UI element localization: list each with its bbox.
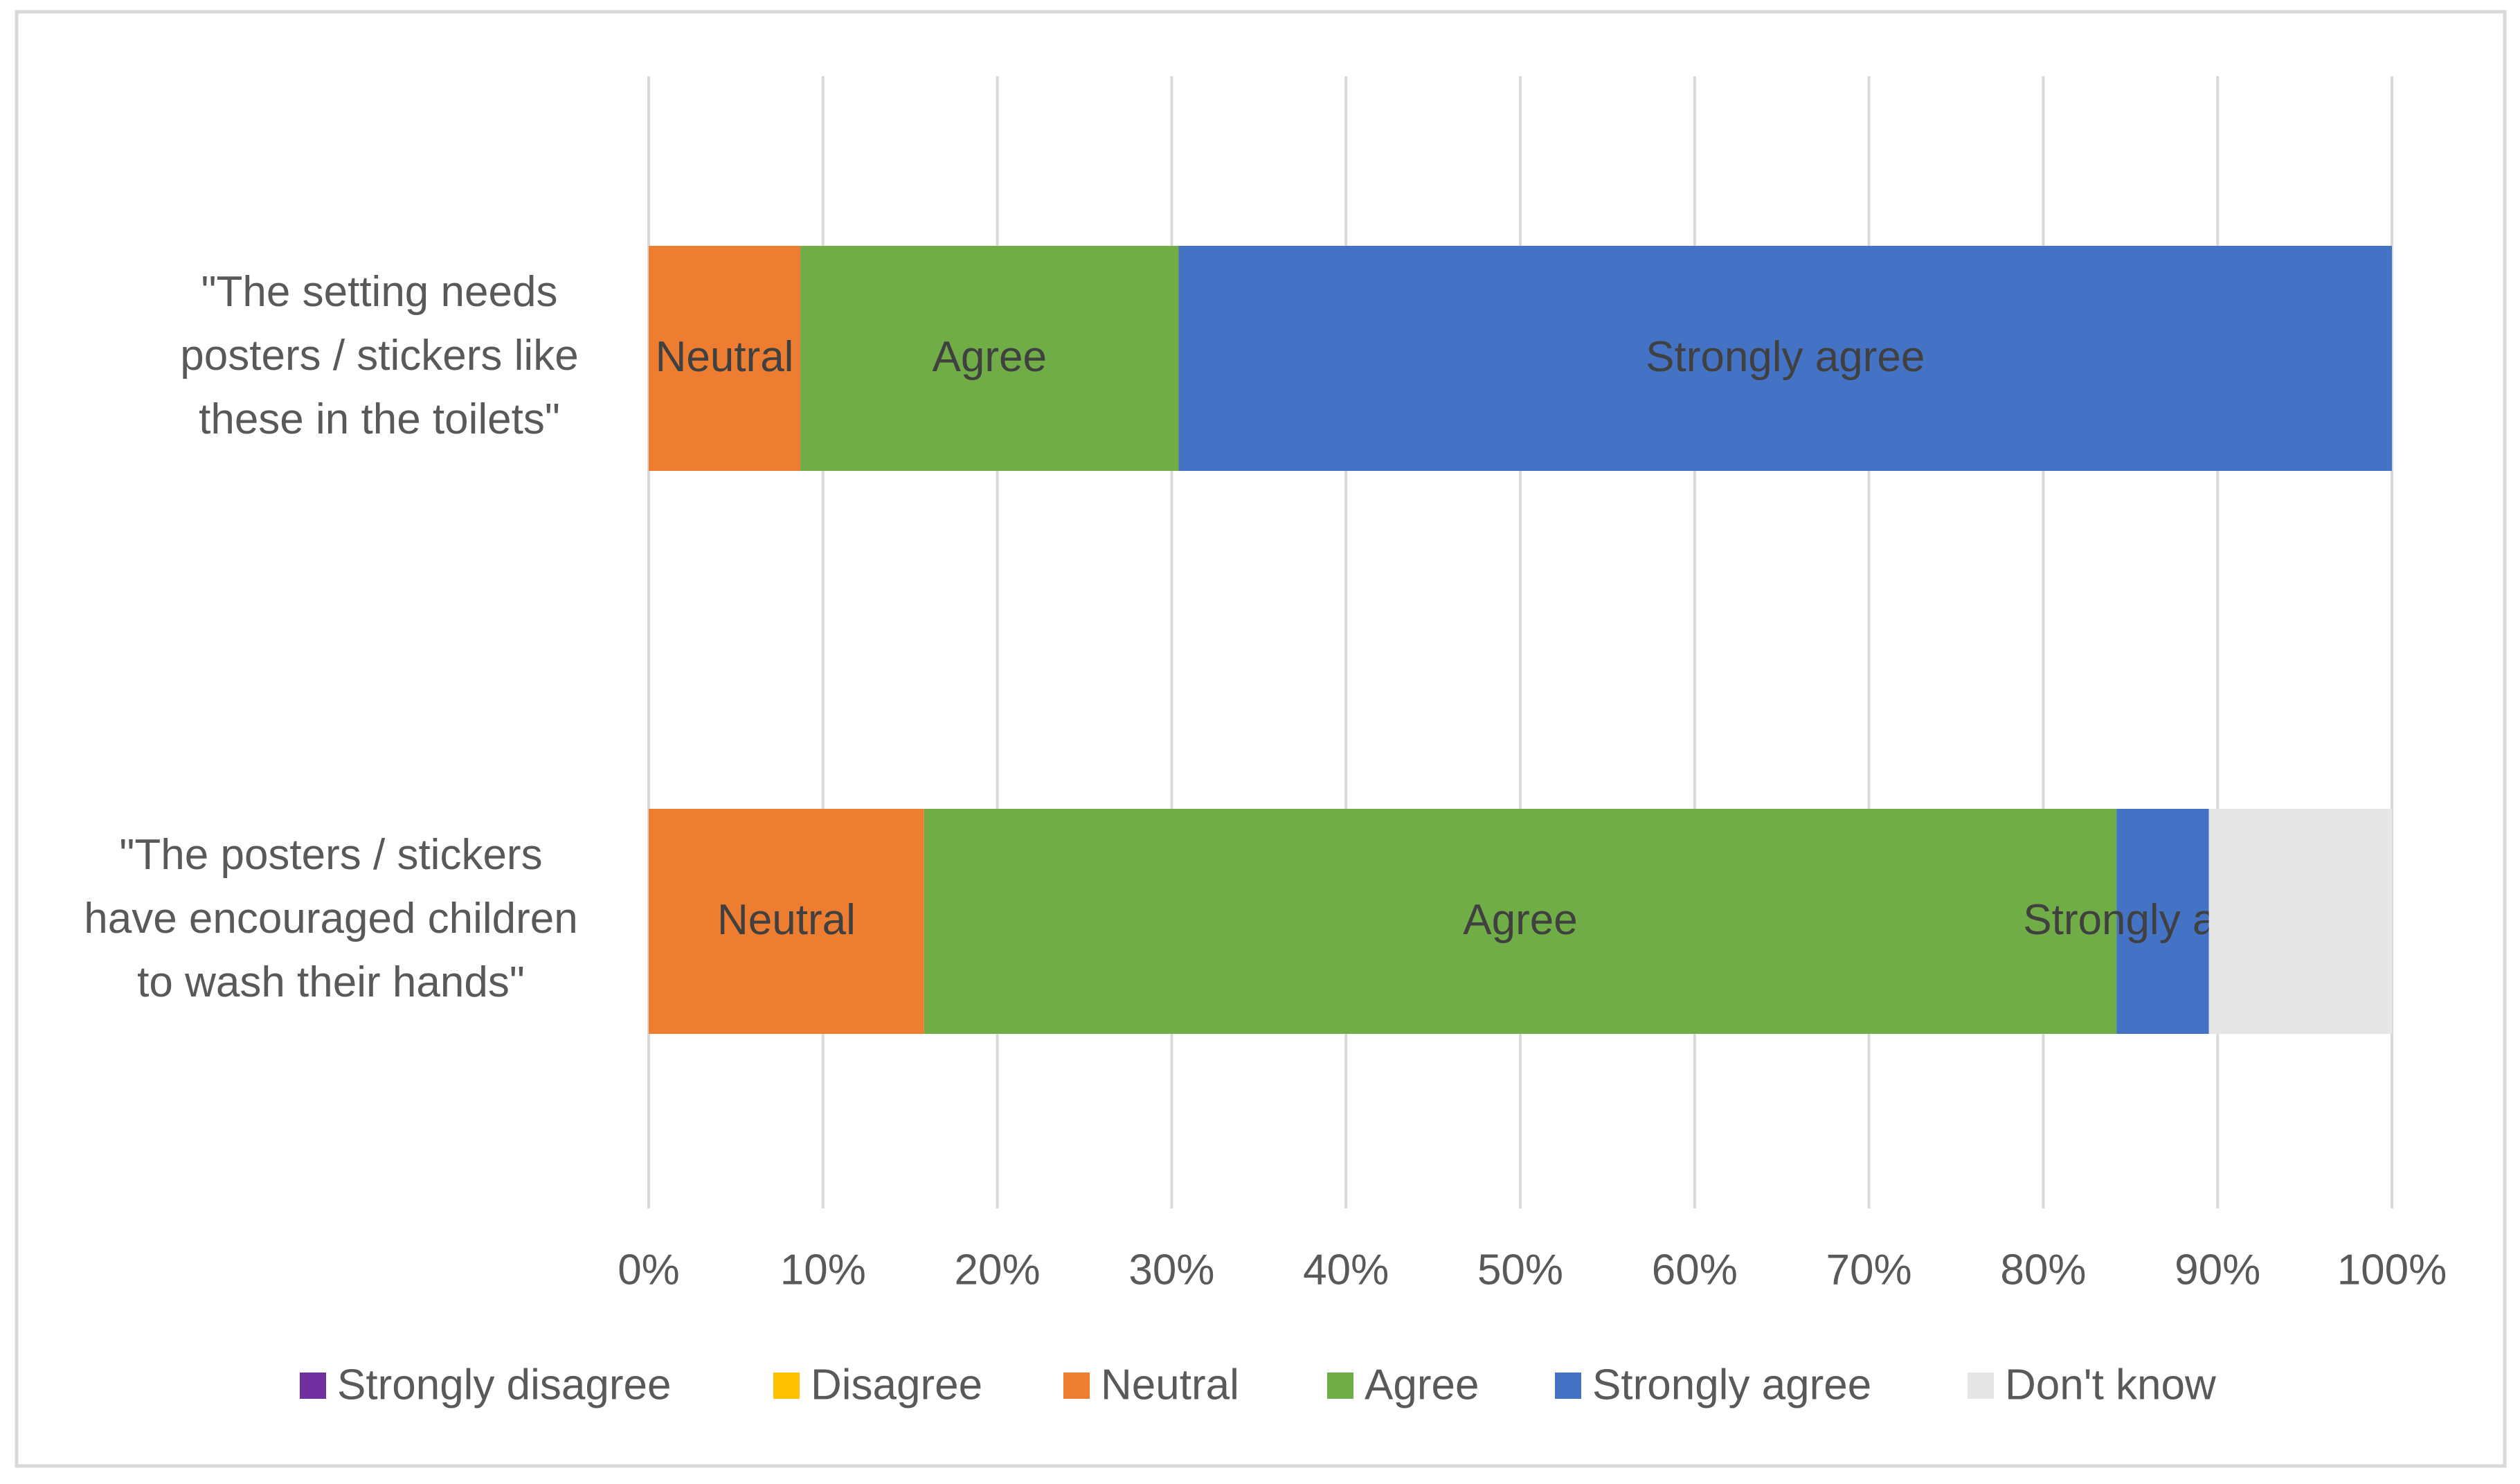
bar-segment [2116, 809, 2209, 1034]
x-tick-label: 80% [2000, 1246, 2086, 1294]
category-label-line: posters / stickers like [180, 332, 578, 379]
bar-segment [800, 246, 1179, 471]
category-label-line: have encouraged children [84, 895, 578, 942]
bar-segment [924, 809, 2117, 1034]
bar-data-label: Neutral [717, 896, 856, 944]
legend-item: Strongly agree [1555, 1361, 1871, 1409]
legend-label: Strongly disagree [337, 1361, 672, 1409]
category-label-line: these in the toilets" [199, 395, 560, 443]
bar-data-label: Agree [1463, 896, 1577, 944]
category-label-line: to wash their hands" [137, 958, 525, 1006]
x-tick-label: 60% [1652, 1246, 1738, 1294]
category-label-line: "The posters / stickers [119, 831, 542, 879]
category-label: "The posters / stickers have encouraged c… [84, 831, 578, 1006]
x-tick-label: 100% [2337, 1246, 2447, 1294]
legend-label: Strongly agree [1592, 1361, 1871, 1409]
legend-item: Agree [1327, 1361, 1479, 1409]
legend-swatch [1327, 1373, 1353, 1399]
legend-swatch [300, 1373, 326, 1399]
category-label-line: "The setting needs [201, 268, 558, 316]
bar-data-label: Neutral [656, 333, 794, 381]
legend-swatch [1555, 1373, 1581, 1399]
legend-item: Neutral [1063, 1361, 1239, 1409]
bar-segment [649, 246, 801, 471]
x-axis-tick-labels: 0% 10% 20% 30% 40% 50% 60% 70% 80% 90% 100% [618, 1246, 2447, 1294]
bar-segment [649, 809, 924, 1034]
bar-segment [1178, 246, 2392, 471]
x-tick-label: 30% [1128, 1246, 1214, 1294]
legend-label: Neutral [1101, 1361, 1239, 1409]
legend-swatch [773, 1373, 800, 1399]
legend-item: Disagree [773, 1361, 982, 1409]
legend-label: Don't know [2005, 1361, 2216, 1409]
x-tick-label: 0% [618, 1246, 680, 1294]
legend-label: Agree [1365, 1361, 1479, 1409]
category-labels: "The setting needs posters / stickers lik… [84, 268, 578, 1006]
x-tick-label: 50% [1477, 1246, 1563, 1294]
legend-item: Don't know [1968, 1361, 2216, 1409]
bar-data-label: Strongly agree [1646, 333, 1925, 381]
legend-swatch [1968, 1373, 1994, 1399]
x-tick-label: 90% [2175, 1246, 2260, 1294]
x-tick-label: 70% [1826, 1246, 1912, 1294]
chart-border [15, 10, 2507, 1468]
bar-data-label: Agree [933, 333, 1047, 381]
x-tick-label: 20% [955, 1246, 1041, 1294]
x-tick-label: 10% [780, 1246, 866, 1294]
legend-swatch [1063, 1373, 1090, 1399]
legend-label: Disagree [811, 1361, 982, 1409]
legend-item: Strongly disagree [300, 1361, 672, 1409]
category-label: "The setting needs posters / stickers lik… [180, 268, 578, 443]
legend: Strongly disagree Disagree Neutral Agree Str… [300, 1361, 2216, 1409]
x-tick-label: 40% [1303, 1246, 1389, 1294]
bar-segment [2208, 809, 2392, 1034]
